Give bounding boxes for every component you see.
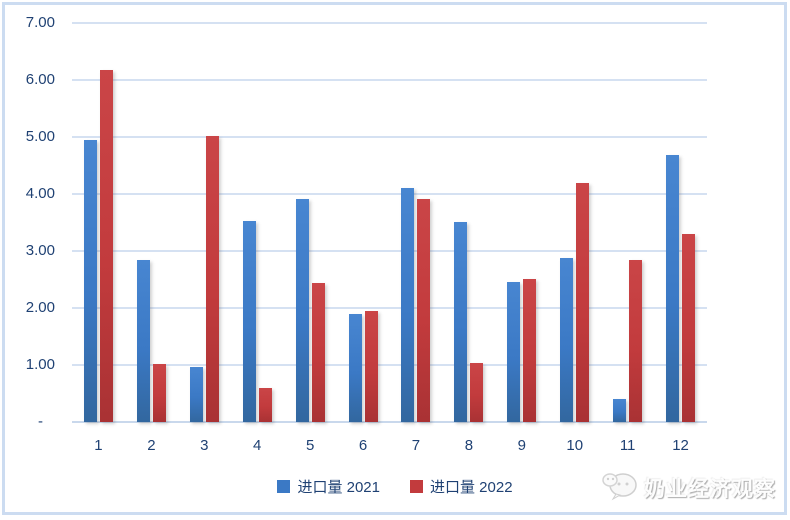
bar-group-month-7	[390, 23, 443, 422]
watermark: 奶业经济观察	[602, 470, 776, 506]
bar-group-month-12	[654, 23, 707, 422]
x-axis-tick-label: 9	[517, 437, 526, 454]
x-axis-tick-label: 11	[619, 437, 636, 454]
y-axis-tick-label: 4.00	[25, 185, 55, 202]
gridline	[72, 307, 707, 309]
gridline	[72, 136, 707, 138]
x-axis-tick-label: 10	[566, 437, 584, 454]
bar-group-month-6	[337, 23, 390, 422]
legend-item-2021: 进口量 2021	[277, 476, 380, 497]
y-axis-tick-label: 5.00	[25, 128, 55, 145]
legend-label-2022: 进口量 2022	[430, 479, 513, 496]
legend-swatch-2022	[410, 480, 423, 493]
x-axis-tick-label: 7	[411, 437, 421, 454]
x-axis-tick-label: 8	[464, 437, 474, 454]
bar-2022-month-12	[682, 234, 696, 422]
bar-2021-month-8	[454, 222, 468, 422]
bar-2021-month-12	[666, 155, 680, 422]
bar-2022-month-9	[523, 279, 537, 422]
bar-2021-month-6	[348, 314, 362, 422]
x-axis-tick-label: 4	[253, 437, 262, 454]
gridline	[72, 22, 707, 24]
watermark-text: 奶业经济观察	[644, 478, 776, 501]
y-axis-tick-label: 6.00	[25, 71, 55, 88]
bar-2021-month-9	[507, 282, 521, 422]
bar-2022-month-5	[311, 283, 325, 422]
bar-2022-month-8	[470, 363, 484, 422]
x-axis-line	[72, 421, 707, 423]
bar-2021-month-2	[136, 260, 150, 422]
bar-2022-month-2	[152, 364, 166, 422]
bar-2022-month-10	[576, 183, 590, 422]
x-axis-tick-label: 2	[147, 437, 156, 454]
gridline	[72, 364, 707, 366]
bar-2021-month-4	[242, 221, 256, 422]
bar-group-month-5	[284, 23, 337, 422]
bar-group-month-4	[231, 23, 284, 422]
y-axis-tick-label: 2.00	[25, 299, 55, 316]
x-axis-tick-label: 1	[94, 437, 103, 454]
legend-swatch-2021	[277, 480, 291, 493]
y-axis-tick-label: 7.00	[25, 14, 55, 31]
bar-group-month-3	[178, 23, 231, 422]
wechat-icon	[602, 471, 638, 506]
bar-2022-month-3	[205, 136, 219, 422]
bar-group-month-11	[601, 23, 654, 422]
bar-group-month-8	[442, 23, 495, 422]
bar-2021-month-5	[295, 199, 309, 422]
bar-2021-month-10	[560, 258, 574, 422]
y-axis-tick-label: 3.00	[25, 242, 55, 259]
bar-2021-month-3	[189, 367, 203, 422]
x-axis-tick-label: 6	[358, 437, 368, 454]
bar-2022-month-1	[99, 70, 113, 422]
y-axis-tick-label: 1.00	[25, 356, 55, 373]
x-axis-tick-label: 3	[200, 437, 209, 454]
bar-group-month-2	[125, 23, 178, 422]
bar-2021-month-11	[613, 399, 627, 422]
legend-label-2021: 进口量 2021	[297, 479, 380, 496]
legend-item-2022: 进口量 2022	[410, 476, 513, 497]
bar-group-month-1	[72, 23, 125, 422]
bar-group-month-9	[495, 23, 548, 422]
gridline	[72, 193, 707, 195]
bar-2022-month-6	[364, 311, 378, 422]
bar-2022-month-11	[629, 260, 643, 422]
bar-group-month-10	[548, 23, 601, 422]
x-axis-tick-label: 5	[305, 437, 315, 454]
gridline	[72, 250, 707, 252]
gridline	[72, 79, 707, 81]
bar-2022-month-4	[258, 388, 272, 422]
y-axis-tick-label: -	[38, 413, 43, 430]
bar-2021-month-1	[83, 140, 97, 422]
bar-2022-month-7	[417, 199, 431, 422]
x-axis-tick-label: 12	[672, 437, 689, 454]
legend: 进口量 2021 进口量 2022	[0, 476, 790, 497]
bar-2021-month-7	[401, 188, 415, 422]
